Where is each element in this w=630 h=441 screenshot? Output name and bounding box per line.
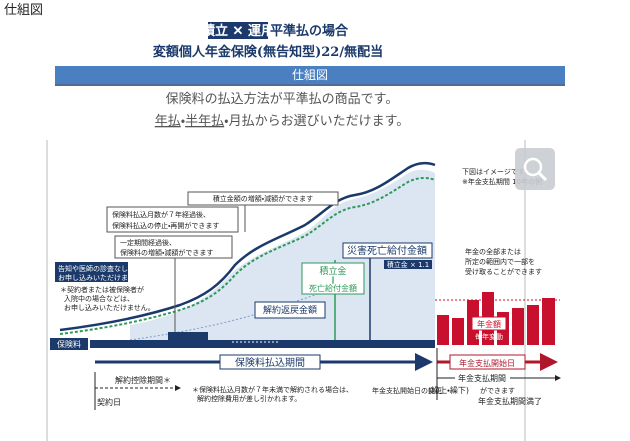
note: お申し込みいただけません。 [64,303,155,312]
label-box [471,316,507,331]
note: 所定の範囲内で一部を [465,257,535,266]
callout-box [114,235,233,259]
note: 入院中の場合などは、 [64,294,134,303]
note: 年金の全部または [465,247,521,256]
disaster-label: 災害死亡給付金額 [347,244,427,257]
callout-text: 一定期間経過後、 [120,238,176,247]
end-label: 年金支払期間満了 [478,396,542,406]
change-can: ができます [480,386,515,395]
label-box [449,354,526,370]
annuity-bar [542,298,555,345]
section-bar [55,66,565,84]
fund-label: 積立金 [319,265,346,277]
callout-box [187,191,339,206]
separator: ・ [181,114,185,129]
callout-text: 保険料払込月数が７年経過後、 [112,210,210,219]
annuity-bar [452,318,464,345]
callout: 告知や医師の診査なしで お申し込みいただけます。 [55,262,141,282]
label-box [219,354,321,370]
fund-area [130,169,435,340]
equals: ‖ [331,276,335,284]
callout: 保険料払込月数が７年経過後、 保険料払込の停止・再開ができます [106,206,239,233]
deduction-label: 解約控除期間＊ [115,375,171,385]
label-box [254,301,326,319]
payment-period: 年金支払期間 [458,373,506,383]
label-box [301,262,365,295]
intro-line: 保険料の払込方法が平準払の商品です。 [166,91,399,107]
callout-text: 積立金額の増額・減額ができます [213,194,313,203]
callout: 積立金額の増額・減額ができます [187,191,339,232]
annuity-sub: 毎年変動 [475,332,503,341]
option: 半年払 [185,114,224,129]
death-label: 死亡給付金額 [309,283,357,293]
option-rest: ・月払からお選びいただけます。 [224,114,409,129]
note: ＊契約者または被保険者が [60,285,144,294]
note: 下図はイメージです [462,168,525,176]
footnote: 解約控除費用が差し引かれます。 [197,394,301,403]
change-label: 年金支払開始日の変更 [372,386,442,395]
callout-text: 保険料の増額・減額ができます [120,248,213,257]
callout-box [106,206,239,233]
label-bg [455,372,510,384]
callout-text: 告知や医師の診査なしで [58,264,135,273]
footnote: ＊保険料払込月数が７年未満で解約される場合は、 [192,385,353,394]
section-title: 仕組図 [292,68,328,82]
intro-line: 年払・半年払・月払からお選びいただけます。 [155,114,410,129]
title: 平準払の場合 [270,23,349,39]
label-box [384,260,432,269]
zoom-icon [523,157,543,177]
label-box [50,338,88,350]
zoom-icon [537,171,548,182]
note: 受け取ることができます [465,267,542,276]
annuity-label: 年金額 [477,319,501,329]
premium-label: 保険料 [57,339,81,349]
contract-label: 契約日 [97,397,121,407]
callout-text: お申し込みいただけます。 [58,273,141,282]
premium-increase [168,332,208,340]
option: 年払 [155,114,181,129]
zoom-button[interactable] [515,148,555,190]
death-benefit-curve [59,161,436,332]
annuity-bar [527,305,539,345]
disaster-sub: 積立金 × 1.1 [387,260,429,269]
annuity-bar [512,308,524,345]
start-label: 年金支払開始日 [459,358,515,368]
fund-curve [59,177,436,335]
premium-strip [90,340,435,348]
title-highlight: 積立 ✕ 運用 [201,23,274,39]
callout: 一定期間経過後、 保険料の増額・減額ができます [114,235,233,332]
callout-box [55,262,128,282]
premium-period: 保険料払込期間 [235,356,305,369]
subtitle: 変額個人年金保険(無告知型)22/無配当 [153,44,383,60]
change-type: (繰上・繰下) [428,385,469,395]
title-highlight-bg [208,22,268,39]
callout-text: 保険料払込の停止・再開ができます [112,221,219,230]
label-box [342,242,433,259]
page-label: 仕組図 [4,3,43,18]
annuity-bar [437,315,449,345]
surrender-label: 解約返戻金額 [263,304,317,316]
note: ※年金支払期間 10年の例 [462,177,542,186]
